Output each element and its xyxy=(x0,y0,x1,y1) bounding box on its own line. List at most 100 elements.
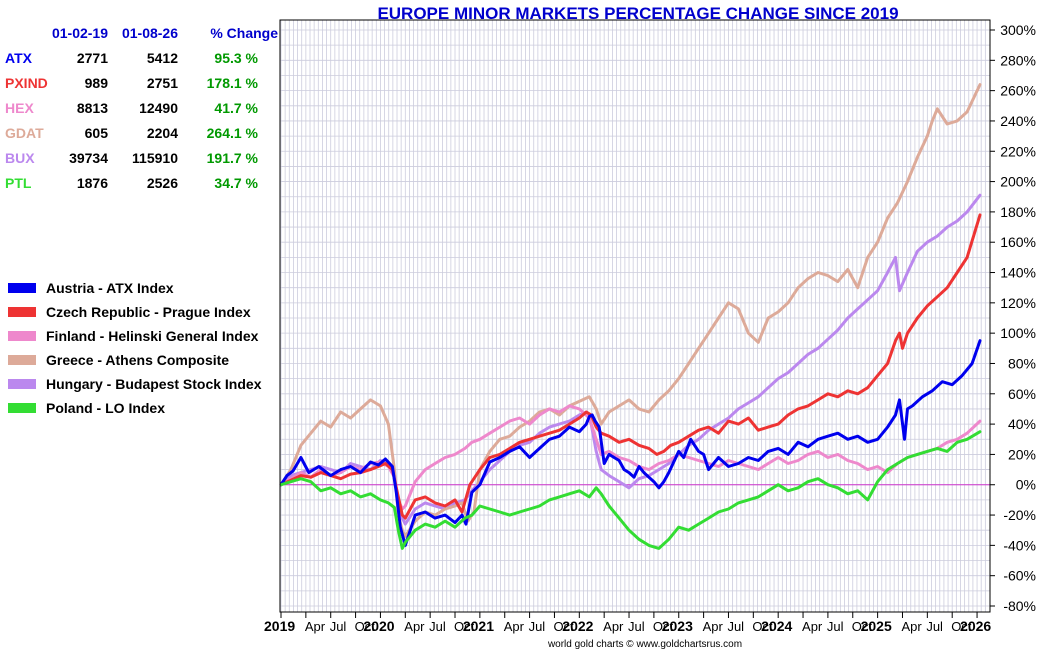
table-header: 01-08-26 xyxy=(122,25,178,41)
x-tick-label: Jul xyxy=(727,619,744,634)
table-change-value: 264.1 % xyxy=(207,125,259,141)
x-tick-label: Oct xyxy=(852,619,873,634)
y-tick-label: -20% xyxy=(1003,507,1036,523)
y-tick-label: 0% xyxy=(1016,477,1036,493)
x-tick-label: Jul xyxy=(330,619,347,634)
x-tick-label: Apr xyxy=(603,619,624,634)
x-tick-label: Oct xyxy=(355,619,376,634)
table-end-value: 115910 xyxy=(132,150,178,166)
grid-lines xyxy=(280,20,990,612)
x-tick-label: Apr xyxy=(901,619,922,634)
x-tick-label: 2021 xyxy=(463,618,494,634)
x-tick-label: Oct xyxy=(454,619,475,634)
x-tick-label: Jul xyxy=(529,619,546,634)
series-line-5 xyxy=(279,430,982,550)
y-tick-label: 260% xyxy=(1000,83,1036,99)
x-tick-label: Apr xyxy=(703,619,724,634)
x-tick-label: 2024 xyxy=(761,618,792,634)
x-tick-label: Oct xyxy=(553,619,574,634)
y-tick-label: 40% xyxy=(1008,416,1036,432)
y-tick-label: -60% xyxy=(1003,568,1036,584)
x-tick-label: 2023 xyxy=(662,618,693,634)
series-line-0 xyxy=(279,339,982,547)
y-axis: -80% -60% -40% -20% 0% 20% 40% 60% 80% 100% 120% 14… xyxy=(990,22,1036,614)
table-change-value: 95.3 % xyxy=(214,50,258,66)
legend-swatch xyxy=(8,355,36,365)
y-tick-label: 140% xyxy=(1000,265,1036,281)
x-tick-label: Jul xyxy=(926,619,943,634)
x-tick-label: Apr xyxy=(504,619,525,634)
legend-swatch xyxy=(8,283,36,293)
legend: Austria - ATX Index Czech Republic - Prag… xyxy=(8,280,262,416)
table-start-value: 2771 xyxy=(77,50,108,66)
series-layer xyxy=(279,83,990,550)
table-start-value: 39734 xyxy=(69,150,108,166)
y-tick-label: 280% xyxy=(1000,52,1036,68)
y-tick-label: 180% xyxy=(1000,204,1036,220)
x-tick-label: Jul xyxy=(628,619,645,634)
y-tick-label: 80% xyxy=(1008,355,1036,371)
y-tick-label: 300% xyxy=(1000,22,1036,38)
legend-label: Hungary - Budapest Stock Index xyxy=(46,376,262,392)
x-tick-label: Oct xyxy=(752,619,773,634)
table-start-value: 8813 xyxy=(77,100,108,116)
x-tick-label: Apr xyxy=(404,619,425,634)
table-start-value: 989 xyxy=(85,75,109,91)
x-tick-label: 2025 xyxy=(861,618,892,634)
y-tick-label: 160% xyxy=(1000,234,1036,250)
x-tick-label: 2022 xyxy=(562,618,593,634)
x-tick-label: 2019 xyxy=(264,618,295,634)
table-start-value: 1876 xyxy=(77,175,108,191)
legend-swatch xyxy=(8,331,36,341)
table-symbol: PXIND xyxy=(5,75,48,91)
y-tick-label: -40% xyxy=(1003,537,1036,553)
legend-label: Czech Republic - Prague Index xyxy=(46,304,251,320)
y-tick-label: 20% xyxy=(1008,446,1036,462)
y-tick-label: 100% xyxy=(1000,325,1036,341)
chart-title: EUROPE MINOR MARKETS PERCENTAGE CHANGE S… xyxy=(377,4,898,23)
y-tick-label: 120% xyxy=(1000,295,1036,311)
table-symbol: GDAT xyxy=(5,125,44,141)
plot-frame xyxy=(279,19,991,613)
table-end-value: 5412 xyxy=(147,50,178,66)
x-tick-label: Jul xyxy=(429,619,446,634)
y-tick-label: 60% xyxy=(1008,386,1036,402)
table-end-value: 2526 xyxy=(147,175,178,191)
x-tick-label: 2020 xyxy=(363,618,394,634)
y-tick-label: 220% xyxy=(1000,143,1036,159)
legend-label: Austria - ATX Index xyxy=(46,280,174,296)
table-change-value: 191.7 % xyxy=(207,150,259,166)
table-symbol: PTL xyxy=(5,175,32,191)
x-tick-label: Oct xyxy=(653,619,674,634)
legend-label: Finland - Helinski General Index xyxy=(46,328,259,344)
table-symbol: ATX xyxy=(5,50,33,66)
table-change-value: 41.7 % xyxy=(214,100,258,116)
y-tick-label: -80% xyxy=(1003,598,1036,614)
x-tick-label: Apr xyxy=(305,619,326,634)
table-symbol: HEX xyxy=(5,100,34,116)
table-start-value: 605 xyxy=(85,125,109,141)
x-tick-label: Apr xyxy=(802,619,823,634)
table-end-value: 12490 xyxy=(139,100,178,116)
table-end-value: 2204 xyxy=(147,125,178,141)
data-table: 01-02-19 01-08-26 % Change ATX 2771 5412 95.3 … xyxy=(5,25,278,191)
x-tick-label: 2026 xyxy=(960,618,991,634)
legend-label: Poland - LO Index xyxy=(46,400,165,416)
table-change-value: 34.7 % xyxy=(214,175,258,191)
footer-credit: world gold charts © www.goldchartsrus.co… xyxy=(547,639,742,650)
legend-label: Greece - Athens Composite xyxy=(46,352,229,368)
legend-swatch xyxy=(8,403,36,413)
x-tick-label: Jul xyxy=(827,619,844,634)
table-change-value: 178.1 % xyxy=(207,75,259,91)
table-end-value: 2751 xyxy=(147,75,178,91)
y-tick-label: 200% xyxy=(1000,174,1036,190)
table-header: % Change xyxy=(210,25,278,41)
legend-swatch xyxy=(8,379,36,389)
table-header: 01-02-19 xyxy=(52,25,108,41)
legend-swatch xyxy=(8,307,36,317)
x-tick-label: Oct xyxy=(951,619,972,634)
y-tick-label: 240% xyxy=(1000,113,1036,129)
